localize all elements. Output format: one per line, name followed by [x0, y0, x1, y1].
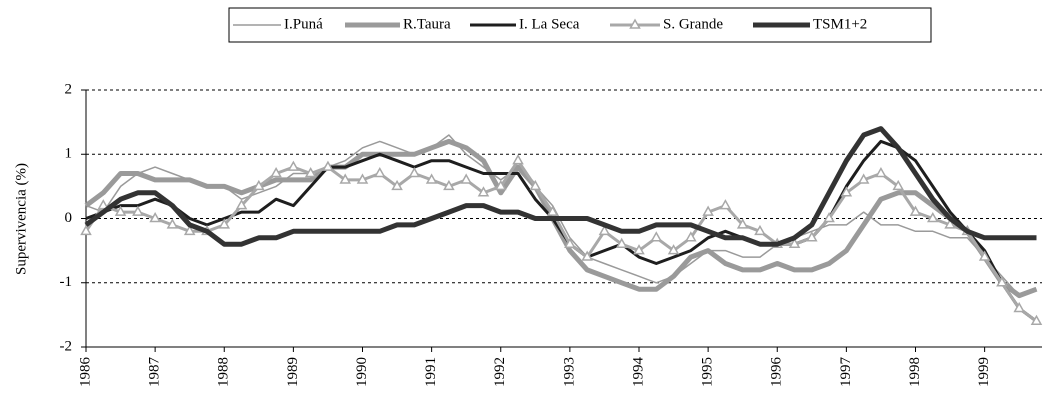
marker — [443, 179, 455, 191]
marker — [149, 211, 161, 223]
marker — [857, 173, 870, 184]
marker — [114, 205, 127, 216]
legend-marker — [629, 18, 641, 29]
marker — [373, 166, 386, 178]
marker — [512, 154, 524, 165]
marker — [494, 179, 507, 191]
x-tick-label: 1986 — [77, 357, 93, 388]
marker — [840, 186, 853, 197]
marker — [754, 224, 766, 236]
marker — [909, 205, 922, 216]
marker — [80, 224, 92, 236]
marker — [719, 199, 732, 210]
marker — [356, 173, 369, 184]
marker — [926, 211, 939, 223]
x-tick-label: 1989 — [285, 357, 301, 387]
marker — [892, 179, 905, 191]
marker — [633, 244, 645, 255]
series-line — [84, 138, 1038, 299]
marker — [253, 179, 265, 191]
marker — [667, 244, 680, 255]
y-tick-label: 2 — [65, 81, 73, 97]
marker — [304, 166, 317, 178]
x-tick-label: 1997 — [838, 357, 854, 388]
marker — [788, 237, 801, 248]
x-tick-label: 1988 — [216, 357, 232, 387]
marker — [875, 166, 887, 178]
x-tick-label: 1995 — [700, 357, 716, 387]
marker — [564, 237, 576, 248]
marker — [615, 237, 628, 248]
series-line — [85, 139, 1038, 323]
y-tick-label: -2 — [60, 338, 73, 354]
marker — [235, 199, 248, 210]
marker — [598, 224, 611, 236]
x-tick-label: 1987 — [147, 357, 163, 388]
x-tick-label: 1998 — [907, 357, 923, 387]
marker — [183, 224, 196, 236]
marker — [529, 179, 542, 191]
y-tick-label: -1 — [60, 274, 73, 290]
marker — [97, 199, 110, 210]
x-tick-label: 1991 — [423, 357, 439, 387]
legend-label: I.Puná — [284, 16, 323, 32]
x-tick-label: 1999 — [976, 357, 992, 387]
marker — [287, 160, 300, 171]
marker — [270, 166, 282, 178]
y-axis-label: Supervivencia (%) — [13, 163, 29, 275]
x-tick-label: 1992 — [492, 357, 508, 387]
marker — [702, 205, 714, 216]
marker — [996, 276, 1008, 287]
marker — [218, 218, 231, 229]
series-line — [85, 134, 1037, 297]
marker — [425, 173, 438, 184]
y-tick-label: 0 — [65, 210, 73, 226]
x-tick-label: 1990 — [354, 357, 370, 387]
x-tick-label: 1993 — [561, 357, 577, 387]
marker — [944, 218, 956, 229]
marker — [736, 218, 749, 229]
series-line — [84, 126, 1037, 247]
legend-label: TSM1+2 — [813, 16, 867, 32]
x-tick-label: 1996 — [769, 357, 785, 388]
marker — [685, 231, 697, 242]
legend-label: S. Grande — [663, 16, 723, 32]
marker — [581, 250, 593, 261]
marker — [339, 173, 352, 184]
marker — [978, 250, 991, 261]
marker — [460, 173, 472, 184]
marker — [650, 231, 663, 242]
y-tick-label: 1 — [65, 146, 73, 162]
marker — [477, 186, 490, 197]
marker — [806, 231, 818, 242]
marker — [1013, 301, 1025, 313]
marker — [1030, 314, 1043, 326]
marker — [166, 218, 179, 229]
marker — [408, 166, 421, 178]
marker — [823, 211, 835, 223]
marker — [322, 160, 334, 171]
legend-label: R.Taura — [403, 16, 451, 32]
legend-label: I. La Seca — [519, 16, 580, 32]
marker — [546, 205, 559, 216]
x-tick-label: 1994 — [630, 357, 646, 388]
marker — [391, 179, 403, 191]
marker — [132, 205, 144, 216]
series-line — [84, 159, 1038, 323]
